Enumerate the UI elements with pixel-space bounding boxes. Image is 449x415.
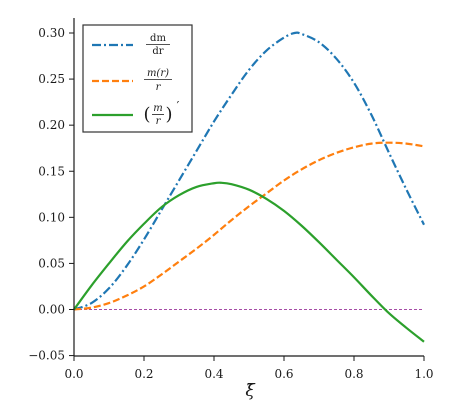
x-tick-label: 0.4 <box>204 367 223 381</box>
y-tick-label: −0.05 <box>28 349 65 363</box>
y-tick-label: 0.05 <box>38 256 65 270</box>
x-tick-label: 0.0 <box>64 367 83 381</box>
legend-label-derivative-numerator: m <box>153 103 162 114</box>
y-tick-label: 0.25 <box>38 72 65 86</box>
y-tick-label: 0.20 <box>38 118 65 132</box>
x-axis-label: ξ̄ <box>245 381 256 401</box>
series-line-1 <box>73 141 425 311</box>
y-tick-label: 0.00 <box>38 303 65 317</box>
x-tick-label: 1.0 <box>414 367 433 381</box>
legend-label-m-over-r-numerator: m(r) <box>147 68 169 79</box>
axes <box>73 18 424 357</box>
y-axis-ticks: −0.05 0.00 0.05 0.10 0.15 0.20 0.25 0.30 <box>28 26 74 363</box>
y-tick-label: 0.10 <box>38 210 65 224</box>
series-line-2 <box>73 181 425 343</box>
series-layer <box>73 31 425 343</box>
legend-paren-right: ) <box>165 104 172 125</box>
legend-label-dm-dr-denominator: dr <box>152 46 163 57</box>
legend-label-derivative-denominator: r <box>156 116 162 127</box>
y-tick-label: 0.15 <box>38 164 65 178</box>
legend-paren-left: ( <box>143 104 150 125</box>
x-tick-label: 0.2 <box>134 367 153 381</box>
x-axis-ticks: 0.0 0.2 0.4 0.6 0.8 1.0 <box>64 356 434 381</box>
y-tick-label: 0.30 <box>38 26 65 40</box>
legend-label-dm-dr-numerator: dm <box>150 33 166 44</box>
legend-label-derivative-prime: ′ <box>177 99 180 113</box>
legend-label-m-over-r-denominator: r <box>156 82 162 93</box>
x-tick-label: 0.8 <box>344 367 363 381</box>
x-tick-label: 0.6 <box>274 367 293 381</box>
legend: dm dr m(r) r ( m r ) ′ <box>82 24 193 133</box>
series-line-0 <box>73 31 425 311</box>
